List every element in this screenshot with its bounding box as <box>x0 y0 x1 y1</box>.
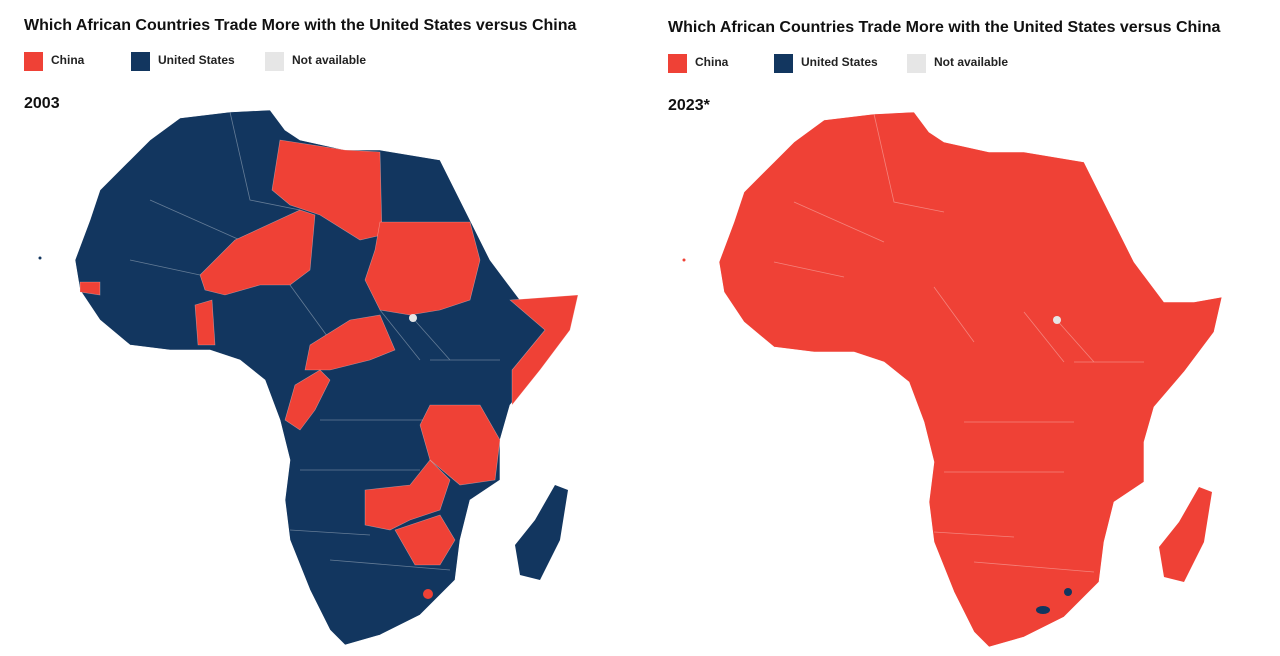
country <box>194 299 216 346</box>
country <box>1036 606 1050 614</box>
island <box>1159 487 1212 582</box>
not-available <box>409 314 417 322</box>
africa-map <box>682 111 1223 648</box>
not-available <box>1053 316 1061 324</box>
country <box>419 404 501 486</box>
legend-label: Not available <box>934 55 1008 69</box>
legend-label: United States <box>158 53 235 67</box>
country <box>199 209 316 296</box>
country <box>509 294 579 406</box>
legend-swatch <box>24 52 43 71</box>
map-title: Which African Countries Trade More with … <box>24 17 576 34</box>
legend-swatch <box>265 52 284 71</box>
map-panel: Which African Countries Trade More with … <box>668 19 1223 648</box>
legend-label: Not available <box>292 53 366 67</box>
country <box>271 139 383 241</box>
island <box>38 256 42 260</box>
continent <box>718 111 1223 648</box>
country <box>284 369 331 431</box>
country <box>364 221 481 316</box>
legend-swatch <box>668 54 687 73</box>
year-label: 2023* <box>668 97 711 114</box>
country <box>364 459 451 531</box>
legend-label: China <box>695 55 729 69</box>
country <box>304 314 396 371</box>
legend-label: United States <box>801 55 878 69</box>
island <box>515 485 568 580</box>
legend-swatch <box>907 54 926 73</box>
borders <box>129 111 500 571</box>
country <box>79 281 101 296</box>
legend-swatch <box>774 54 793 73</box>
country <box>394 514 456 566</box>
legend-swatch <box>131 52 150 71</box>
legend-label: China <box>51 53 85 67</box>
country <box>1064 588 1072 596</box>
africa-map <box>38 109 579 646</box>
map-panel: Which African Countries Trade More with … <box>24 17 579 646</box>
borders <box>773 113 1144 573</box>
year-label: 2003 <box>24 95 60 112</box>
map-title: Which African Countries Trade More with … <box>668 19 1220 36</box>
country <box>423 589 433 599</box>
island <box>682 258 686 262</box>
